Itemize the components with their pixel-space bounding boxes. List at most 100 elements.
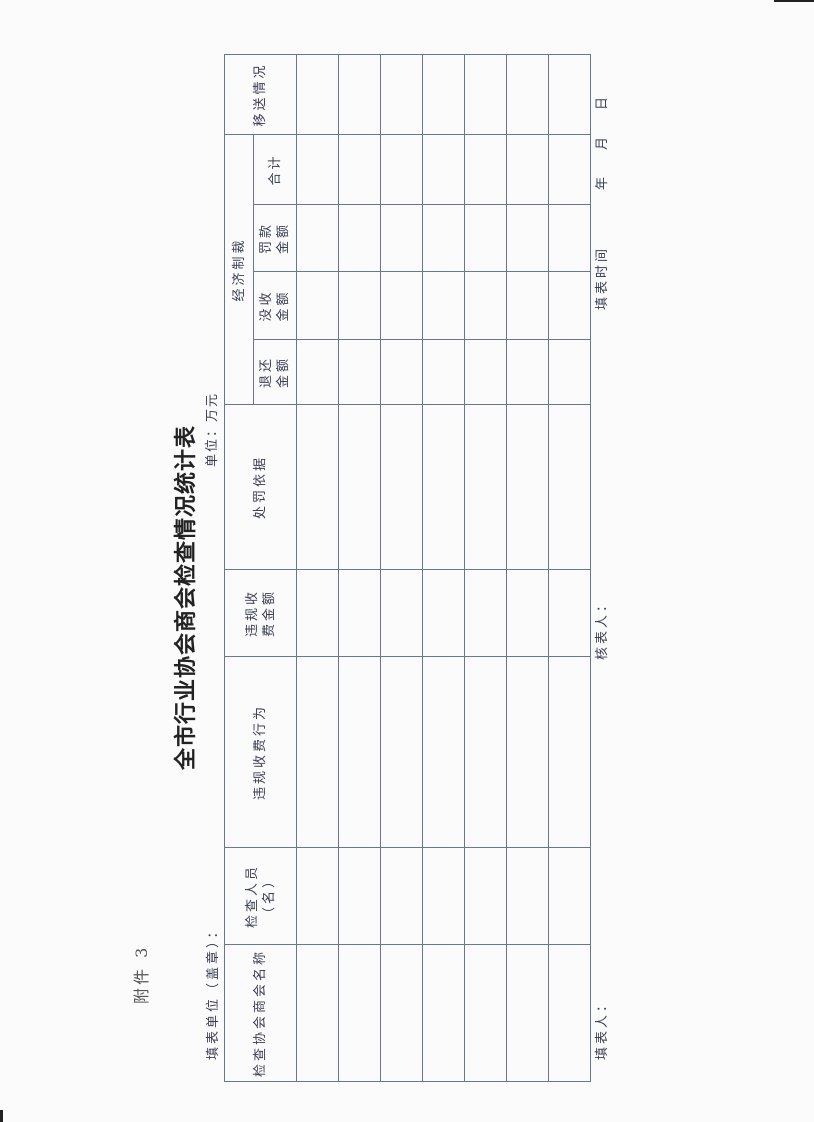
- table-row: [296, 54, 339, 1082]
- header-violation-amount-line1: 违规收: [244, 589, 260, 638]
- month-label: 月: [595, 133, 610, 150]
- table-cell: [296, 569, 339, 657]
- table-row: [338, 54, 381, 1082]
- table-cell: [422, 54, 465, 135]
- table-cell: [506, 944, 549, 1082]
- table-cell: [548, 404, 591, 570]
- table-cell: [422, 204, 465, 272]
- day-label: 日: [595, 93, 610, 110]
- header-violation-amount: 违规收 费金额: [224, 569, 297, 657]
- table-cell: [380, 656, 423, 848]
- unit-label: 单位：万元: [205, 391, 220, 467]
- table-cell: [338, 656, 381, 848]
- header-inspectors: 检查人员 （名）: [224, 847, 297, 945]
- table-cell: [380, 569, 423, 657]
- header-confiscation-amount: 没收 金额: [253, 271, 297, 340]
- table-cell: [422, 847, 465, 945]
- table-cell: [380, 404, 423, 570]
- table-cell: [380, 204, 423, 272]
- page-title: 全市行业协会商会检查情况统计表: [173, 424, 199, 770]
- table-cell: [506, 569, 549, 657]
- table-cell: [464, 569, 507, 657]
- table-cell: [506, 847, 549, 945]
- statistics-table: 检查协会商会名称 检查人员 （名） 违规收费行为 违规收 费金额 处罚依据 经济制裁…: [224, 54, 591, 1082]
- table-cell: [296, 944, 339, 1082]
- header-penalty-basis: 处罚依据: [224, 404, 297, 570]
- table-row: [548, 54, 591, 1082]
- scan-edge-mark: [0, 1110, 3, 1122]
- table-cell: [296, 404, 339, 570]
- table-cell: [422, 944, 465, 1082]
- table-cell: [338, 569, 381, 657]
- table-cell: [422, 569, 465, 657]
- scan-edge-mark: [774, 0, 814, 2]
- table-cell: [380, 134, 423, 205]
- table-cell: [380, 339, 423, 405]
- table-cell: [380, 54, 423, 135]
- header-association-name: 检查协会商会名称: [224, 944, 297, 1082]
- header-inspectors-line1: 检查人员: [244, 864, 260, 929]
- header-fine-line2: 金额: [276, 222, 291, 255]
- table-cell: [506, 54, 549, 135]
- table-cell: [296, 656, 339, 848]
- header-transfer-status: 移送情况: [224, 54, 297, 135]
- table-cell: [380, 271, 423, 340]
- fill-time-label: 填表时间: [595, 245, 610, 310]
- table-cell: [296, 204, 339, 272]
- table-cell: [296, 339, 339, 405]
- table-cell: [548, 656, 591, 848]
- table-cell: [338, 404, 381, 570]
- header-fine-amount: 罚款 金额: [253, 204, 297, 272]
- table-cell: [296, 271, 339, 340]
- header-economic-sanctions: 经济制裁: [224, 134, 254, 405]
- attachment-label: 附件 3: [132, 944, 151, 1004]
- header-inspectors-line2: （名）: [261, 872, 277, 921]
- table-cell: [422, 134, 465, 205]
- header-violation-amount-line2: 费金额: [261, 589, 277, 638]
- table-cell: [548, 339, 591, 405]
- header-total: 合计: [253, 134, 297, 205]
- header-refund-line1: 退还: [259, 356, 274, 389]
- table-cell: [506, 271, 549, 340]
- table-cell: [422, 271, 465, 340]
- table-cell: [464, 847, 507, 945]
- table-cell: [548, 271, 591, 340]
- table-cell: [464, 339, 507, 405]
- table-cell: [338, 944, 381, 1082]
- table-cell: [464, 54, 507, 135]
- table-cell: [296, 847, 339, 945]
- table-cell: [338, 847, 381, 945]
- table-cell: [464, 404, 507, 570]
- table-cell: [548, 204, 591, 272]
- header-confiscation-line1: 没收: [259, 289, 274, 322]
- filler-label: 填表人：: [595, 995, 610, 1060]
- table-cell: [548, 54, 591, 135]
- table-cell: [380, 944, 423, 1082]
- table-cell: [422, 339, 465, 405]
- reviewer-label: 核表人：: [595, 595, 610, 660]
- table-cell: [338, 339, 381, 405]
- header-confiscation-line2: 金额: [276, 289, 291, 322]
- table-cell: [548, 847, 591, 945]
- table-cell: [506, 404, 549, 570]
- header-violation-behavior: 违规收费行为: [224, 656, 297, 848]
- table-cell: [506, 339, 549, 405]
- table-row: [464, 54, 507, 1082]
- header-refund-line2: 金额: [276, 356, 291, 389]
- table-cell: [338, 54, 381, 135]
- table-cell: [338, 134, 381, 205]
- table-cell: [506, 204, 549, 272]
- table-cell: [506, 134, 549, 205]
- table-row: [422, 54, 465, 1082]
- table-cell: [464, 271, 507, 340]
- table-cell: [548, 569, 591, 657]
- header-refund-amount: 退还 金额: [253, 339, 297, 405]
- table-cell: [506, 656, 549, 848]
- header-fine-line1: 罚款: [259, 222, 274, 255]
- table-cell: [422, 404, 465, 570]
- table-cell: [296, 54, 339, 135]
- table-cell: [380, 847, 423, 945]
- table-cell: [338, 271, 381, 340]
- table-cell: [548, 134, 591, 205]
